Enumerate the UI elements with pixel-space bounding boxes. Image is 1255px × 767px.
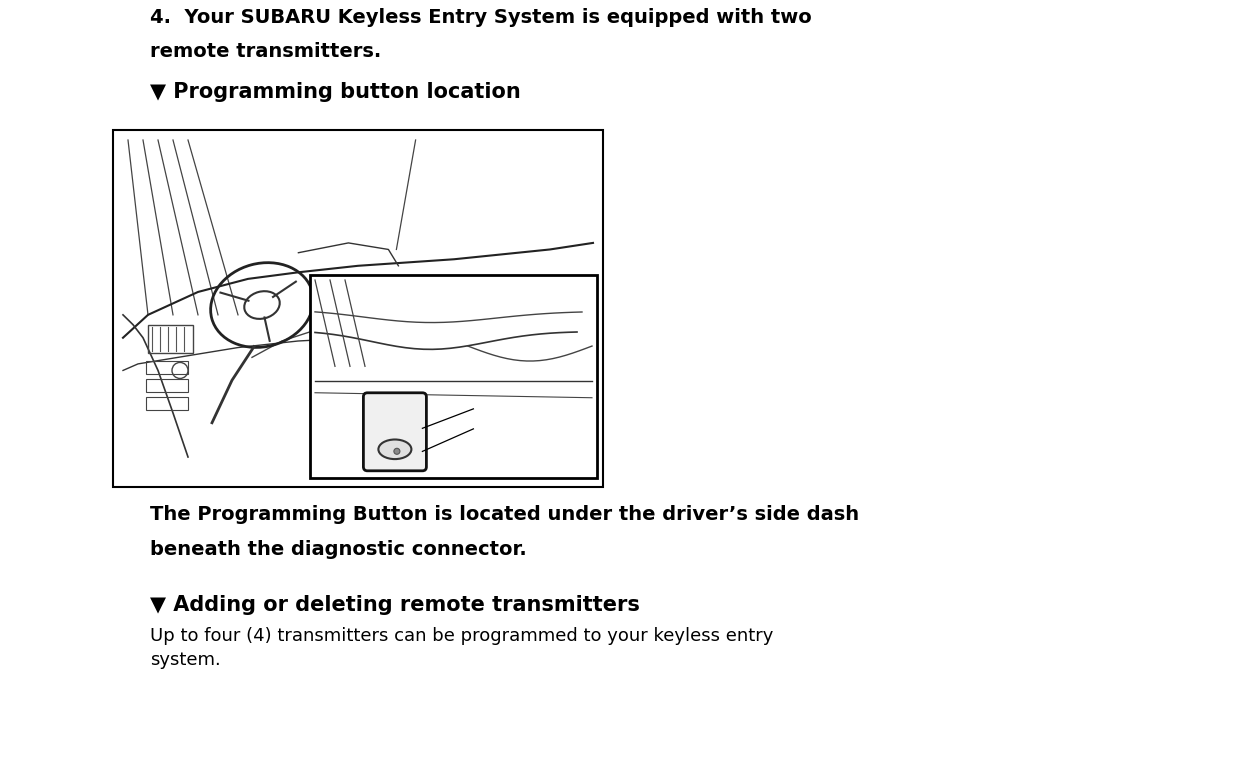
Bar <box>113 130 602 487</box>
Text: ▼ Adding or deleting remote transmitters: ▼ Adding or deleting remote transmitters <box>151 595 640 615</box>
Text: ▼ Programming button location: ▼ Programming button location <box>151 82 521 102</box>
Text: Up to four (4) transmitters can be programmed to your keyless entry: Up to four (4) transmitters can be progr… <box>151 627 773 645</box>
Text: Program-: Program- <box>477 401 543 415</box>
Text: 4.  Your SUBARU Keyless Entry System is equipped with two: 4. Your SUBARU Keyless Entry System is e… <box>151 8 812 27</box>
Text: HS1001BB: HS1001BB <box>516 467 594 481</box>
Ellipse shape <box>379 439 412 459</box>
Bar <box>310 275 597 478</box>
Bar <box>146 360 188 374</box>
Text: beneath the diagnostic connector.: beneath the diagnostic connector. <box>151 540 527 559</box>
Text: system.: system. <box>151 651 221 669</box>
Bar <box>146 397 188 410</box>
Bar <box>148 324 193 353</box>
Circle shape <box>394 448 400 454</box>
Text: The Programming Button is located under the driver’s side dash: The Programming Button is located under … <box>151 505 860 524</box>
Text: remote transmitters.: remote transmitters. <box>151 42 382 61</box>
Text: ming: ming <box>477 416 513 431</box>
FancyBboxPatch shape <box>364 393 427 471</box>
Text: button: button <box>477 433 523 447</box>
Bar <box>146 379 188 392</box>
